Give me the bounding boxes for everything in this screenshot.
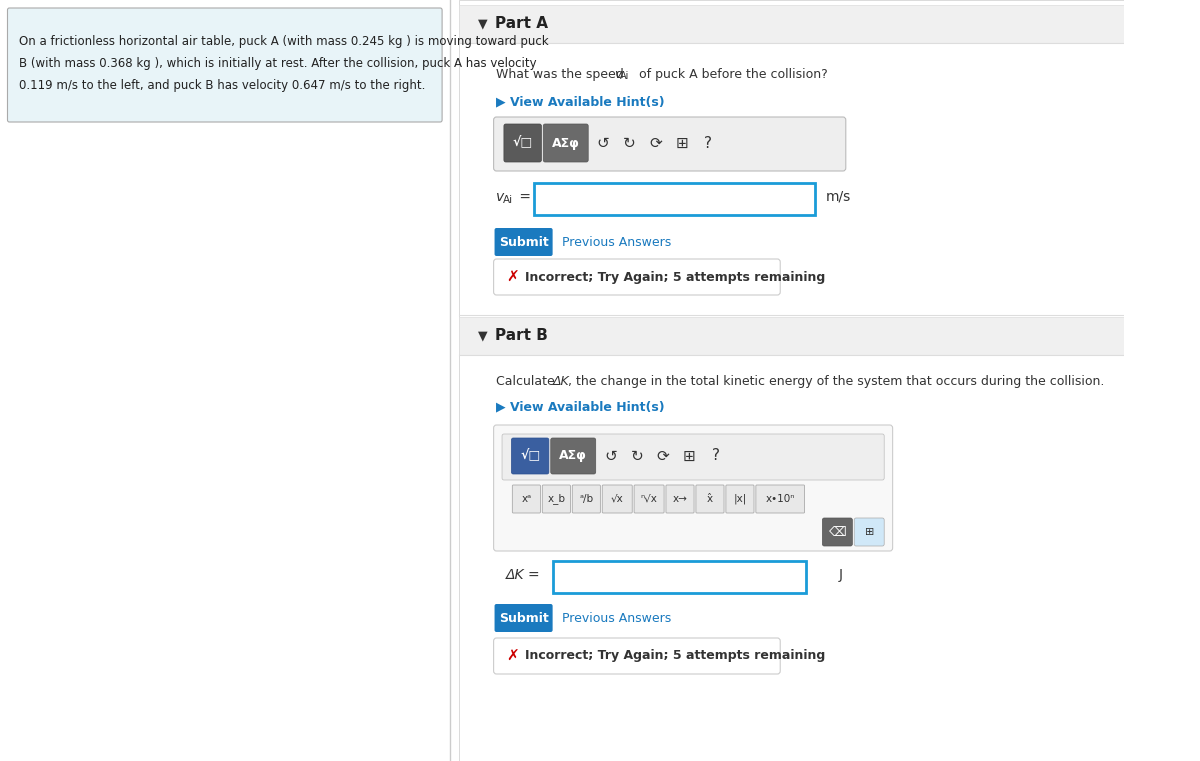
FancyBboxPatch shape [726,485,754,513]
Text: Previous Answers: Previous Answers [562,235,671,249]
Text: xᵃ: xᵃ [521,494,532,504]
Text: of puck A before the collision?: of puck A before the collision? [635,68,828,81]
FancyBboxPatch shape [542,485,570,513]
Text: J: J [839,568,842,582]
FancyBboxPatch shape [511,438,548,474]
Text: Ai: Ai [503,195,514,205]
Text: B (with mass 0.368 kg ), which is initially at rest. After the collision, puck A: B (with mass 0.368 kg ), which is initia… [19,57,536,70]
FancyBboxPatch shape [7,8,442,122]
Bar [458,0,1124,761]
FancyBboxPatch shape [696,485,724,513]
FancyBboxPatch shape [572,485,600,513]
Text: x_b: x_b [547,494,565,505]
Bar [458,317,1124,355]
Text: ↺: ↺ [605,448,617,463]
Text: Previous Answers: Previous Answers [562,612,671,625]
FancyBboxPatch shape [602,485,632,513]
Text: ⟳: ⟳ [649,135,662,151]
Text: ⊞: ⊞ [683,448,696,463]
FancyBboxPatch shape [534,183,815,215]
Text: ⁿ√x: ⁿ√x [641,494,658,504]
Text: v: v [614,68,622,81]
Text: ΔK =: ΔK = [505,568,540,582]
FancyBboxPatch shape [544,124,588,162]
Text: m/s: m/s [826,190,851,204]
Text: ⊞: ⊞ [676,135,689,151]
FancyBboxPatch shape [553,561,805,593]
Text: ▼: ▼ [478,18,487,30]
FancyBboxPatch shape [493,117,846,171]
Text: Part B: Part B [494,329,547,343]
Text: Incorrect; Try Again; 5 attempts remaining: Incorrect; Try Again; 5 attempts remaini… [524,270,824,284]
FancyBboxPatch shape [502,434,884,480]
Text: √x: √x [611,494,624,504]
Text: ✗: ✗ [506,269,518,285]
Text: , the change in the total kinetic energy of the system that occurs during the co: , the change in the total kinetic energy… [568,375,1104,388]
FancyBboxPatch shape [854,518,884,546]
Text: |x|: |x| [733,494,746,505]
Text: ΑΣφ: ΑΣφ [552,136,580,149]
Text: ᵃ/b: ᵃ/b [580,494,594,504]
Text: ↻: ↻ [630,448,643,463]
Text: On a frictionless horizontal air table, puck A (with mass 0.245 kg ) is moving t: On a frictionless horizontal air table, … [19,35,548,48]
Text: ?: ? [704,135,712,151]
FancyBboxPatch shape [494,604,553,632]
Text: ▶ View Available Hint(s): ▶ View Available Hint(s) [497,400,665,413]
FancyBboxPatch shape [488,112,860,228]
Text: What was the speed: What was the speed [497,68,628,81]
Text: Incorrect; Try Again; 5 attempts remaining: Incorrect; Try Again; 5 attempts remaini… [524,649,824,663]
Text: Part A: Part A [494,17,547,31]
Text: ✗: ✗ [506,648,518,664]
Text: √□: √□ [520,450,540,463]
Text: ΔK: ΔK [553,375,569,388]
FancyBboxPatch shape [822,518,852,546]
Text: ⊞: ⊞ [864,527,874,537]
Text: Submit: Submit [499,612,548,625]
Text: Calculate: Calculate [497,375,559,388]
FancyBboxPatch shape [512,485,540,513]
FancyBboxPatch shape [494,228,553,256]
Text: ↻: ↻ [623,135,636,151]
Bar [458,5,1124,43]
FancyBboxPatch shape [493,259,780,295]
FancyBboxPatch shape [634,485,664,513]
Text: Submit: Submit [499,235,548,249]
Text: v: v [497,190,505,204]
FancyBboxPatch shape [756,485,804,513]
Text: x•10ⁿ: x•10ⁿ [766,494,794,504]
Text: =: = [515,190,532,204]
Text: ↺: ↺ [596,135,610,151]
Text: ⌫: ⌫ [828,526,846,539]
FancyBboxPatch shape [493,425,893,551]
FancyBboxPatch shape [551,438,595,474]
FancyBboxPatch shape [666,485,694,513]
Text: ▶ View Available Hint(s): ▶ View Available Hint(s) [497,95,665,108]
Text: √□: √□ [512,136,533,149]
Text: ⟳: ⟳ [656,448,670,463]
Text: Ai: Ai [620,71,630,81]
Text: ?: ? [712,448,720,463]
FancyBboxPatch shape [504,124,541,162]
FancyBboxPatch shape [493,638,780,674]
Text: ΑΣφ: ΑΣφ [559,450,587,463]
Text: ▼: ▼ [478,330,487,342]
Text: x→: x→ [672,494,688,504]
Text: x̂: x̂ [707,494,713,504]
Text: 0.119 m/s to the left, and puck B has velocity 0.647 m/s to the right.: 0.119 m/s to the left, and puck B has ve… [19,79,425,92]
